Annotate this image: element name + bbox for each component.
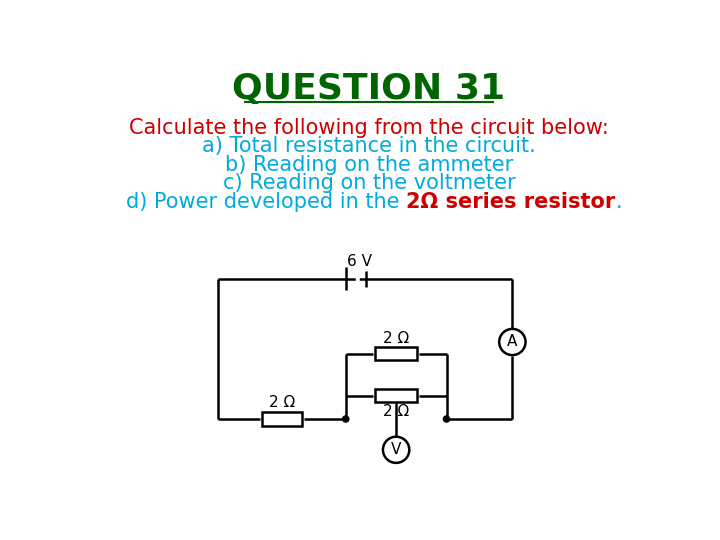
Text: 6 V: 6 V: [347, 254, 372, 269]
Text: b) Reading on the ammeter: b) Reading on the ammeter: [225, 155, 513, 175]
Text: c) Reading on the voltmeter: c) Reading on the voltmeter: [222, 173, 516, 193]
Bar: [375, 389, 418, 402]
Bar: [375, 347, 418, 360]
Text: d) Power developed in the: d) Power developed in the: [126, 192, 406, 212]
Text: V: V: [391, 442, 401, 457]
Circle shape: [383, 437, 409, 463]
Text: Calculate the following from the circuit below:: Calculate the following from the circuit…: [129, 118, 609, 138]
Text: .: .: [616, 192, 622, 212]
Text: 2Ω series resistor: 2Ω series resistor: [406, 192, 616, 212]
Text: 2 Ω: 2 Ω: [269, 395, 295, 409]
Text: a) Total resistance in the circuit.: a) Total resistance in the circuit.: [202, 137, 536, 157]
Circle shape: [444, 416, 449, 422]
Text: 2 Ω: 2 Ω: [383, 330, 409, 346]
Bar: [261, 413, 302, 426]
Text: A: A: [507, 334, 518, 349]
Circle shape: [343, 416, 349, 422]
Text: QUESTION 31: QUESTION 31: [233, 72, 505, 106]
Text: 2 Ω: 2 Ω: [383, 404, 409, 419]
Circle shape: [499, 329, 526, 355]
